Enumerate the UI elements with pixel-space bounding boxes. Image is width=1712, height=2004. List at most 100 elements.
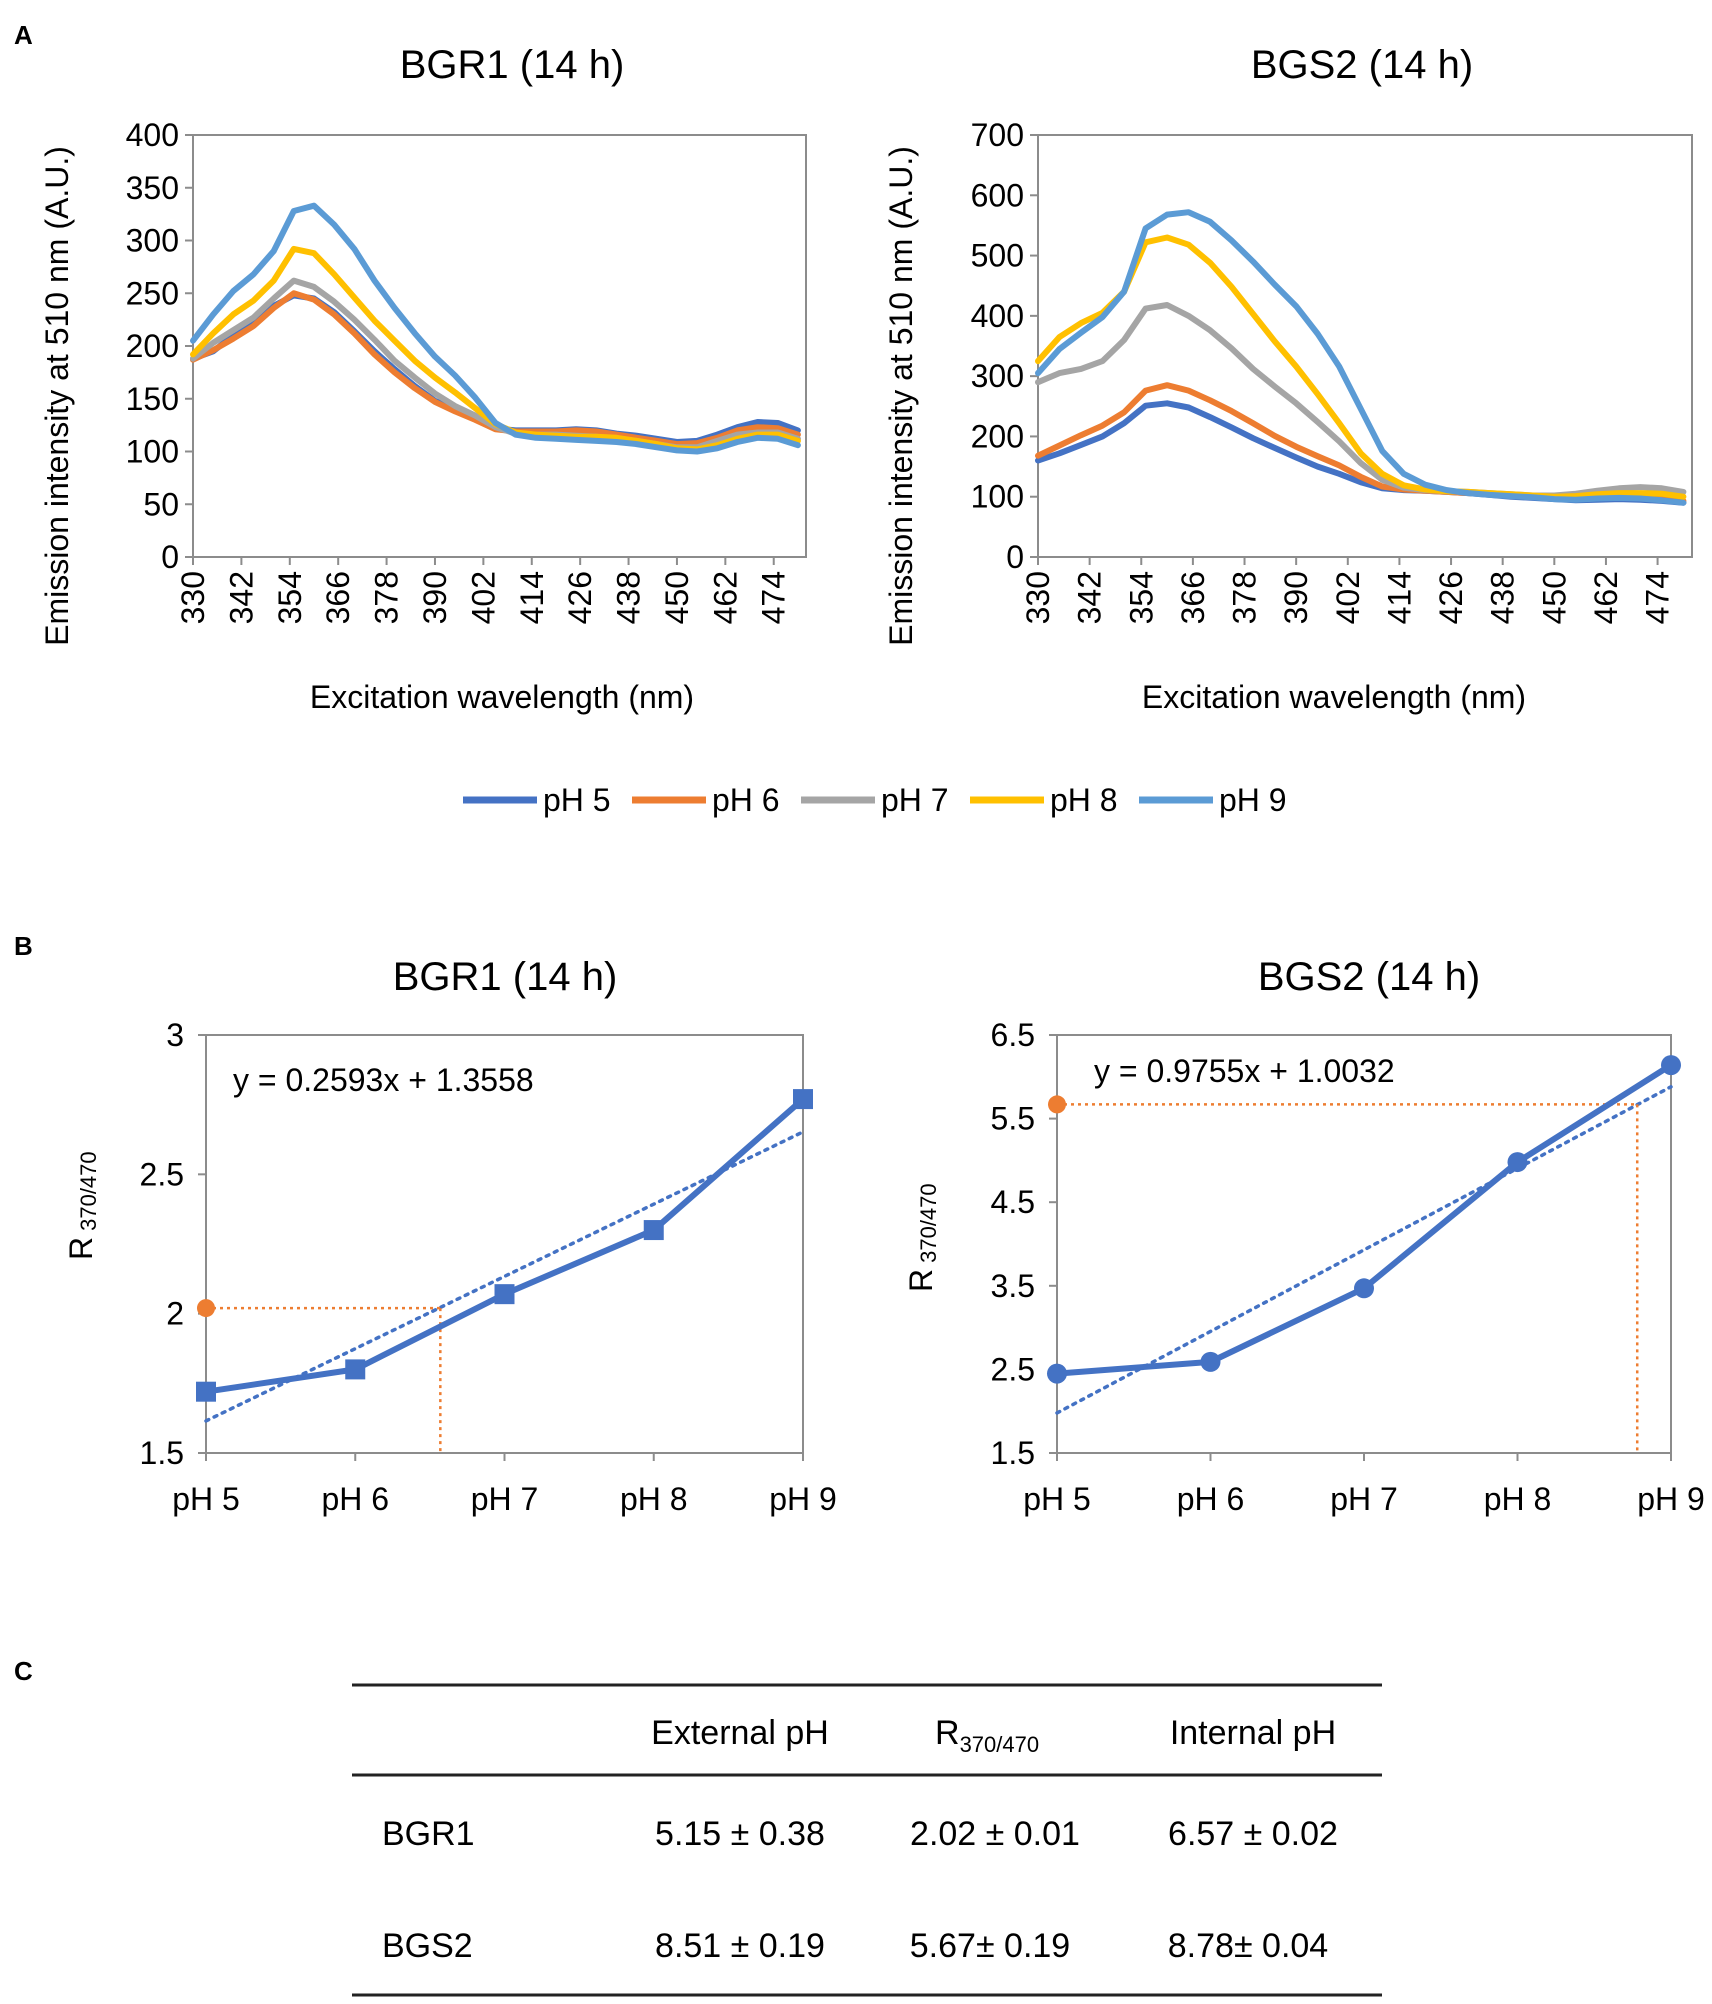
cell-internal: 6.57 ± 0.02: [1168, 1815, 1338, 1853]
data-point: [1047, 1363, 1067, 1384]
plot-area: [192, 134, 807, 558]
header-ratio-sub: 370/470: [960, 1732, 1040, 1757]
x-tick-label: 474: [1640, 571, 1676, 624]
x-tick-label: 330: [1020, 571, 1056, 624]
y-axis-label: Emission intensity at 510 nm (A.U.): [39, 146, 75, 646]
x-tick-label: pH 6: [1177, 1481, 1245, 1517]
data-line: [1056, 1062, 1673, 1377]
reference-point: [1048, 1095, 1066, 1114]
legend-label: pH 9: [1219, 782, 1287, 818]
x-tick-label: 354: [1123, 571, 1159, 624]
y-axis-label: R 370/470: [63, 1151, 101, 1260]
y-tick-label: 250: [126, 275, 179, 311]
x-tick-label: pH 9: [1637, 1481, 1705, 1517]
x-tick-label: 366: [1175, 571, 1211, 624]
y-tick-label: 0: [161, 539, 179, 575]
x-tick-label: pH 8: [620, 1481, 688, 1517]
ratio-chart-bgr1: BGR1 (14 h) y = 0.2593x + 1.3558 R 370/47…: [63, 955, 837, 1517]
plot-area: [1037, 134, 1693, 558]
data-point: [793, 1089, 813, 1110]
x-tick-label: 450: [1536, 571, 1572, 624]
y-axis-label-main: R: [903, 1269, 939, 1292]
y-tick-label: 4.5: [991, 1184, 1035, 1220]
y-tick-label: 400: [126, 117, 179, 153]
x-tick-label: 438: [611, 571, 647, 624]
y-tick-label: 5.5: [991, 1101, 1035, 1137]
x-tick-label: 378: [369, 571, 405, 624]
x-tick-label: 426: [562, 571, 598, 624]
y-tick-label: 500: [971, 238, 1024, 274]
y-tick-label: 0: [1006, 539, 1024, 575]
y-axis-label: R 370/470: [903, 1183, 941, 1292]
cell-ratio: 2.02 ± 0.01: [910, 1815, 1080, 1853]
y-tick-label: 6.5: [991, 1017, 1035, 1053]
y-tick-label: 2: [166, 1296, 184, 1332]
y-tick-label: 200: [971, 418, 1024, 454]
series-line-ph8: [1035, 234, 1687, 500]
spectrum-chart-bgs2: BGS2 (14 h) Excitation wavelength (nm) E…: [883, 43, 1693, 715]
svg-text:R370/470: R 370/470: [903, 1183, 941, 1292]
legend-label: pH 5: [543, 782, 611, 818]
chart-title: BGR1 (14 h): [393, 955, 618, 999]
panel-label-b: B: [14, 931, 33, 961]
data-point: [643, 1220, 664, 1241]
y-tick-label: 350: [126, 170, 179, 206]
x-tick-label: 414: [514, 571, 550, 624]
series-line-ph9: [1035, 209, 1687, 506]
trendline-equation: y = 0.9755x + 1.0032: [1094, 1053, 1395, 1089]
cell-external: 8.51 ± 0.19: [655, 1927, 825, 1965]
chart-title: BGS2 (14 h): [1258, 955, 1480, 999]
y-tick-label: 3: [166, 1017, 184, 1053]
chart-title: BGR1 (14 h): [400, 43, 625, 87]
y-axis-label-main: R: [63, 1237, 99, 1260]
x-tick-label: 354: [272, 571, 308, 624]
trendline-equation: y = 0.2593x + 1.3558: [233, 1062, 534, 1098]
y-tick-label: 300: [126, 223, 179, 259]
x-tick-label: 402: [1330, 571, 1366, 624]
data-point: [196, 1381, 216, 1402]
data-point: [494, 1284, 515, 1305]
data-line: [205, 1096, 805, 1395]
x-tick-label: 390: [417, 571, 453, 624]
cell-ratio: 5.67± 0.19: [910, 1927, 1070, 1965]
y-tick-label: 1.5: [140, 1435, 184, 1471]
x-tick-label: 462: [707, 571, 743, 624]
legend-label: pH 6: [712, 782, 780, 818]
cell-external: 5.15 ± 0.38: [655, 1815, 825, 1853]
data-point: [1661, 1055, 1681, 1076]
x-tick-label: 450: [659, 571, 695, 624]
y-tick-label: 2.5: [991, 1351, 1035, 1387]
y-tick-label: 700: [971, 117, 1024, 153]
y-tick-label: 100: [971, 479, 1024, 515]
x-tick-label: pH 6: [321, 1481, 389, 1517]
x-tick-label: pH 7: [1330, 1481, 1398, 1517]
x-tick-label: 378: [1227, 571, 1263, 624]
panel-label-c: C: [14, 1656, 33, 1686]
x-axis-label: Excitation wavelength (nm): [310, 679, 694, 715]
y-tick-label: 400: [971, 298, 1024, 334]
header-ratio: R370/470: [935, 1714, 1039, 1757]
x-tick-label: 426: [1433, 571, 1469, 624]
x-tick-label: pH 5: [172, 1481, 240, 1517]
header-ratio-main: R: [935, 1714, 960, 1752]
y-tick-label: 600: [971, 177, 1024, 213]
x-tick-label: 342: [223, 571, 259, 624]
header-external-ph: External pH: [651, 1714, 829, 1752]
x-tick-label: 390: [1278, 571, 1314, 624]
ratio-chart-bgs2: BGS2 (14 h) y = 0.9755x + 1.0032 R 370/47…: [903, 955, 1705, 1517]
panel-label-a: A: [14, 20, 33, 50]
header-internal-ph: Internal pH: [1170, 1714, 1336, 1752]
x-tick-label: 414: [1381, 571, 1417, 624]
data-point: [1354, 1278, 1374, 1299]
y-axis-label: Emission intensity at 510 nm (A.U.): [883, 146, 919, 646]
reference-point: [197, 1299, 215, 1318]
x-tick-label: 342: [1072, 571, 1108, 624]
trendline: [204, 1130, 805, 1423]
x-axis-label: Excitation wavelength (nm): [1142, 679, 1526, 715]
x-tick-label: pH 9: [769, 1481, 837, 1517]
y-axis-label-sub: 370/470: [916, 1183, 941, 1263]
row-name: BGS2: [382, 1927, 473, 1965]
y-axis-label-sub: 370/470: [76, 1151, 101, 1231]
x-tick-label: 402: [465, 571, 501, 624]
